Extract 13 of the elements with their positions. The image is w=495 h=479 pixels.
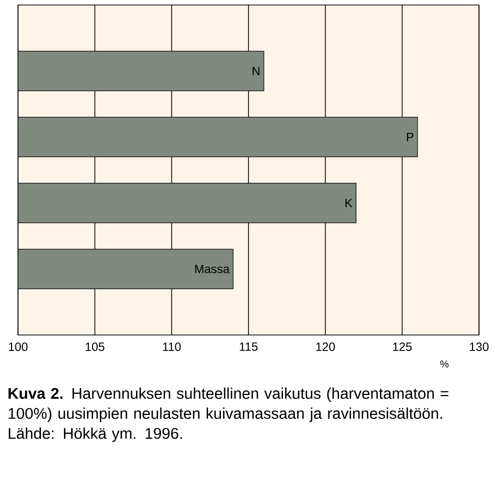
y-tick-label: P: [406, 132, 414, 142]
y-tick-label: K: [346, 198, 352, 208]
x-axis-title: %: [440, 360, 449, 368]
x-tick-label: 110: [163, 342, 181, 352]
x-tick-label: 120: [316, 342, 335, 352]
x-tick-label: 105: [86, 342, 104, 352]
y-tick-label: Massa: [195, 264, 230, 274]
x-tick-label: 100: [8, 342, 28, 352]
y-tick-label: N: [252, 66, 260, 76]
text: Kuva 2. Harvennuksen suhteellinen vaikutus (harventamaton = 100%) uusimpien neulasten kuivamassaan ja ravinnesisältöön. Lähde: Hökkä ym. 1996.: [8, 388, 448, 442]
x-tick-label: 130: [470, 342, 489, 352]
x-tick-label: 125: [393, 342, 412, 352]
x-tick-label: 115: [240, 342, 258, 351]
